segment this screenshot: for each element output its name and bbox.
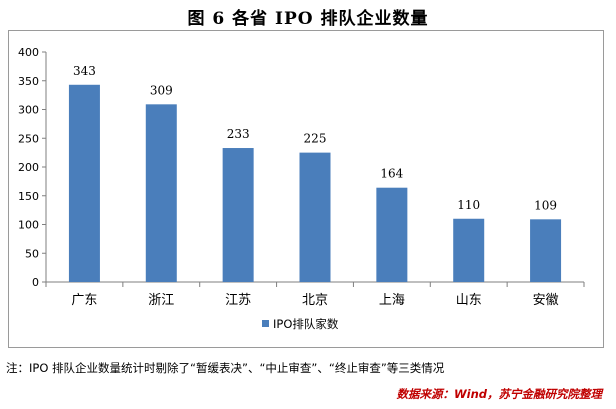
category-label-5: 山东 [456,293,482,308]
data-label-5: 110 [457,198,480,212]
category-label-2: 江苏 [225,292,251,308]
data-label-0: 343 [73,64,96,78]
y-tick-label-7: 350 [18,75,39,88]
legend-label: IPO排队家数 [273,317,339,331]
data-label-2: 233 [227,127,250,141]
category-label-3: 北京 [302,293,328,308]
bar-6 [530,219,562,282]
y-tick-label-2: 100 [18,219,39,232]
legend-swatch [262,320,269,327]
category-label-6: 安徽 [533,293,559,308]
data-label-6: 109 [534,198,557,212]
y-tick-label-5: 250 [18,132,39,145]
bar-5 [453,218,485,282]
data-source: 数据来源：Wind，苏宁金融研究院整理 [396,387,602,401]
y-tick-label-8: 400 [18,46,39,59]
y-tick-label-0: 0 [32,276,39,289]
bar-0 [68,84,100,283]
data-label-1: 309 [150,83,173,97]
figure-title: 图 6 各省 IPO 排队企业数量 [187,9,429,29]
y-tick-label-1: 50 [25,247,39,260]
data-label-3: 225 [304,132,327,146]
footnote: 注：IPO 排队企业数量统计时剔除了“暂缓表决”、“中止审查”、“终止审查”等三… [6,361,445,375]
y-tick-label-6: 300 [18,104,39,117]
bar-2 [222,148,254,282]
bar-4 [376,187,408,282]
category-label-1: 浙江 [148,293,174,308]
bar-3 [299,152,331,282]
category-label-0: 广东 [71,293,97,308]
category-label-4: 上海 [379,293,405,308]
data-label-4: 164 [380,167,403,181]
y-tick-label-3: 150 [18,190,39,203]
bar-1 [145,104,177,282]
y-tick-label-4: 200 [18,161,39,174]
